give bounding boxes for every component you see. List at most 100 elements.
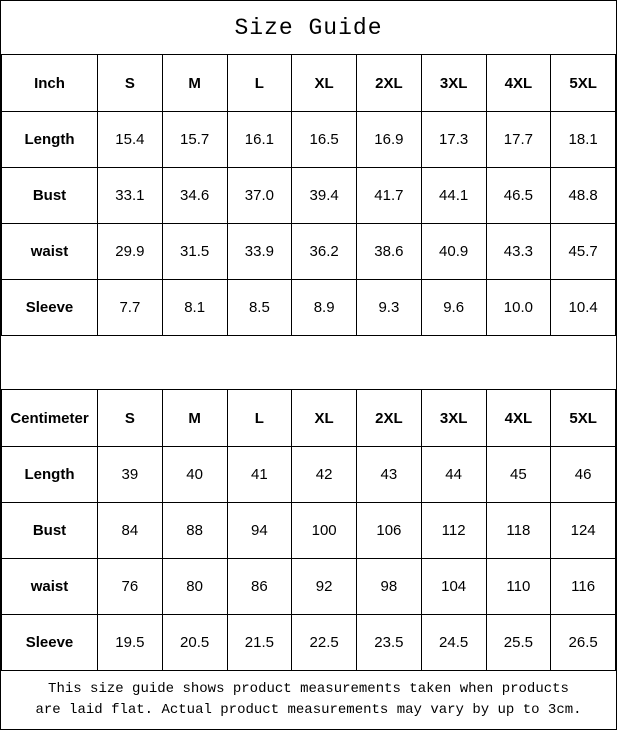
value-cell: 39.4 <box>291 167 357 224</box>
value-cell: 33.9 <box>226 223 293 280</box>
measurement-row: Sleeve 19.5 20.5 21.5 22.5 23.5 24.5 25.5 26.5 <box>1 614 616 671</box>
value-cell: 94 <box>226 502 293 559</box>
value-cell: 86 <box>226 558 293 615</box>
value-cell: 92 <box>291 558 357 615</box>
value-cell: 116 <box>550 558 616 615</box>
header-row: Centimeter S M L XL 2XL 3XL 4XL 5XL <box>1 389 616 447</box>
size-header-cell: M <box>161 389 228 447</box>
measurement-row: Length 39 40 41 42 43 44 45 46 <box>1 446 616 503</box>
value-cell: 44.1 <box>420 167 487 224</box>
value-cell: 41.7 <box>356 167 422 224</box>
measurement-row: Bust 33.1 34.6 37.0 39.4 41.7 44.1 46.5 48.8 <box>1 167 616 224</box>
measurement-row: waist 76 80 86 92 98 104 110 116 <box>1 558 616 615</box>
value-cell: 46 <box>550 446 616 503</box>
value-cell: 17.7 <box>485 111 552 168</box>
value-cell: 46.5 <box>485 167 552 224</box>
size-header-cell: S <box>97 389 163 447</box>
value-cell: 24.5 <box>420 614 487 671</box>
value-cell: 29.9 <box>97 223 163 280</box>
row-label-cell: waist <box>1 223 98 280</box>
value-cell: 40 <box>161 446 228 503</box>
value-cell: 16.9 <box>356 111 422 168</box>
size-table-centimeter: Centimeter S M L XL 2XL 3XL 4XL 5XL Length 39 40 41 4… <box>1 389 616 671</box>
value-cell: 48.8 <box>550 167 616 224</box>
row-label-cell: Bust <box>1 167 98 224</box>
value-cell: 17.3 <box>420 111 487 168</box>
value-cell: 88 <box>161 502 228 559</box>
value-cell: 8.9 <box>291 279 357 336</box>
value-cell: 8.1 <box>161 279 228 336</box>
size-header-cell: L <box>226 389 293 447</box>
size-header-cell: S <box>97 54 163 112</box>
value-cell: 19.5 <box>97 614 163 671</box>
row-label-cell: Bust <box>1 502 98 559</box>
value-cell: 98 <box>356 558 422 615</box>
value-cell: 10.0 <box>485 279 552 336</box>
value-cell: 76 <box>97 558 163 615</box>
footer-note: This size guide shows product measuremen… <box>1 671 616 729</box>
value-cell: 26.5 <box>550 614 616 671</box>
value-cell: 8.5 <box>226 279 293 336</box>
size-header-cell: 3XL <box>420 389 487 447</box>
unit-header-cell: Inch <box>1 54 98 112</box>
value-cell: 106 <box>356 502 422 559</box>
value-cell: 23.5 <box>356 614 422 671</box>
row-label-cell: waist <box>1 558 98 615</box>
size-header-cell: 4XL <box>485 54 552 112</box>
value-cell: 43 <box>356 446 422 503</box>
value-cell: 16.5 <box>291 111 357 168</box>
value-cell: 124 <box>550 502 616 559</box>
value-cell: 34.6 <box>161 167 228 224</box>
value-cell: 43.3 <box>485 223 552 280</box>
row-label-cell: Sleeve <box>1 614 98 671</box>
footer-note-line2: are laid flat. Actual product measuremen… <box>35 702 582 718</box>
value-cell: 9.6 <box>420 279 487 336</box>
value-cell: 40.9 <box>420 223 487 280</box>
value-cell: 39 <box>97 446 163 503</box>
value-cell: 37.0 <box>226 167 293 224</box>
value-cell: 45 <box>485 446 552 503</box>
value-cell: 118 <box>485 502 552 559</box>
value-cell: 38.6 <box>356 223 422 280</box>
row-label-cell: Sleeve <box>1 279 98 336</box>
size-header-cell: XL <box>291 54 357 112</box>
value-cell: 7.7 <box>97 279 163 336</box>
value-cell: 21.5 <box>226 614 293 671</box>
value-cell: 104 <box>420 558 487 615</box>
value-cell: 15.7 <box>161 111 228 168</box>
spacer-row <box>1 336 616 389</box>
size-header-cell: 5XL <box>550 389 616 447</box>
size-table-inch: Inch S M L XL 2XL 3XL 4XL 5XL Length 15.4 15.7 16.1 1… <box>1 54 616 336</box>
size-header-cell: L <box>226 54 293 112</box>
value-cell: 44 <box>420 446 487 503</box>
size-header-cell: 2XL <box>356 54 422 112</box>
value-cell: 16.1 <box>226 111 293 168</box>
value-cell: 45.7 <box>550 223 616 280</box>
size-header-cell: 3XL <box>420 54 487 112</box>
value-cell: 110 <box>485 558 552 615</box>
measurement-row: waist 29.9 31.5 33.9 36.2 38.6 40.9 43.3 45.7 <box>1 223 616 280</box>
measurement-row: Bust 84 88 94 100 106 112 118 124 <box>1 502 616 559</box>
measurement-row: Sleeve 7.7 8.1 8.5 8.9 9.3 9.6 10.0 10.4 <box>1 279 616 336</box>
row-label-cell: Length <box>1 111 98 168</box>
value-cell: 22.5 <box>291 614 357 671</box>
value-cell: 84 <box>97 502 163 559</box>
value-cell: 33.1 <box>97 167 163 224</box>
unit-header-cell: Centimeter <box>1 389 98 447</box>
header-row: Inch S M L XL 2XL 3XL 4XL 5XL <box>1 54 616 112</box>
value-cell: 15.4 <box>97 111 163 168</box>
size-header-cell: 4XL <box>485 389 552 447</box>
value-cell: 41 <box>226 446 293 503</box>
footer-note-line1: This size guide shows product measuremen… <box>48 681 569 697</box>
size-header-cell: XL <box>291 389 357 447</box>
value-cell: 36.2 <box>291 223 357 280</box>
measurement-row: Length 15.4 15.7 16.1 16.5 16.9 17.3 17.7 18.1 <box>1 111 616 168</box>
value-cell: 31.5 <box>161 223 228 280</box>
value-cell: 9.3 <box>356 279 422 336</box>
size-header-cell: 5XL <box>550 54 616 112</box>
value-cell: 112 <box>420 502 487 559</box>
value-cell: 80 <box>161 558 228 615</box>
page-title: Size Guide <box>234 14 383 41</box>
value-cell: 18.1 <box>550 111 616 168</box>
